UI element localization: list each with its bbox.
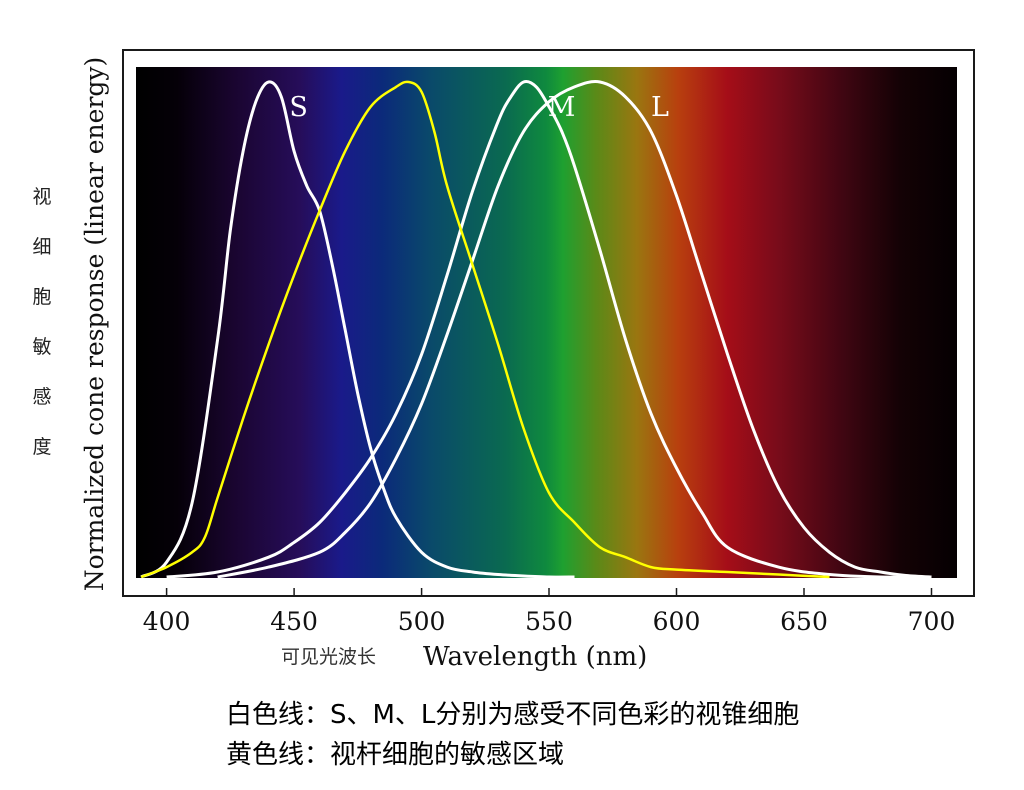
x-tick-label: 550	[525, 607, 573, 636]
x-tick-label: 600	[653, 607, 701, 636]
cone-response-chart: S M L 400 450 500 550 600 650 700 Normalized con…	[80, 49, 975, 672]
x-tick-label: 500	[398, 607, 446, 636]
y-axis-label: Normalized cone response (linear energy)	[80, 57, 109, 592]
x-ticks-layer: 400 450 500 550 600 650 700	[143, 588, 956, 636]
x-axis-label-cn: 可见光波长	[281, 646, 376, 668]
series-label-s: S	[289, 92, 308, 123]
spectrum-background	[136, 67, 957, 578]
rod-curve	[140, 80, 830, 579]
series-label-m: M	[548, 92, 576, 123]
x-tick-label: 700	[908, 607, 956, 636]
caption-yellow-line: 黄色线：视杆细胞的敏感区域	[226, 740, 565, 770]
series-label-l: L	[651, 92, 669, 123]
x-tick-label: 650	[780, 607, 828, 636]
cone-curve-l	[217, 80, 932, 579]
x-tick-label: 400	[143, 607, 191, 636]
x-tick-label: 450	[270, 607, 318, 636]
cone-curve-s	[140, 80, 575, 579]
y-axis-label-cn: 视细胞敏感度	[32, 186, 52, 458]
curves-layer	[140, 79, 932, 579]
x-axis-label: Wavelength (nm)	[423, 642, 647, 672]
caption-white-lines: 白色线：S、M、L分别为感受不同色彩的视锥细胞	[226, 700, 800, 730]
cone-curve-m	[166, 79, 932, 579]
